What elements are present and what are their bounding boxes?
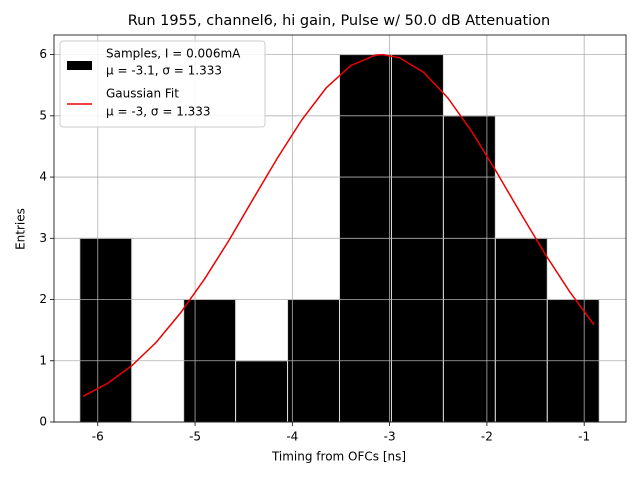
x-tick-label: -3 <box>384 430 396 444</box>
y-tick-label: 0 <box>39 415 47 429</box>
legend-label: Samples, I = 0.006mA <box>106 47 241 61</box>
fit-line <box>82 53 595 397</box>
bar <box>79 237 133 423</box>
legend-label: μ = -3.1, σ = 1.333 <box>106 64 222 78</box>
x-tick-label: -6 <box>92 430 104 444</box>
bar <box>442 115 496 423</box>
legend-swatch <box>67 61 92 70</box>
x-tick-label: -1 <box>578 430 590 444</box>
legend-label: μ = -3, σ = 1.333 <box>106 105 211 119</box>
y-tick-label: 4 <box>39 170 47 184</box>
x-axis-label: Timing from OFCs [ns] <box>271 450 406 464</box>
x-tick-label: -4 <box>286 430 298 444</box>
chart-title: Run 1955, channel6, hi gain, Pulse w/ 50… <box>128 13 551 29</box>
x-tick-label: -2 <box>481 430 493 444</box>
legend-label: Gaussian Fit <box>106 87 179 101</box>
bar <box>494 237 548 423</box>
y-tick-label: 3 <box>39 231 47 245</box>
x-tick-label: -5 <box>189 430 201 444</box>
y-axis-label: Entries <box>14 208 28 250</box>
bar <box>235 360 289 423</box>
y-tick-label: 2 <box>39 292 47 306</box>
y-tick-label: 6 <box>39 47 47 61</box>
axes-frame <box>53 34 627 423</box>
y-tick-label: 1 <box>39 353 47 367</box>
legend-box <box>59 40 266 128</box>
y-tick-label: 5 <box>39 108 47 122</box>
